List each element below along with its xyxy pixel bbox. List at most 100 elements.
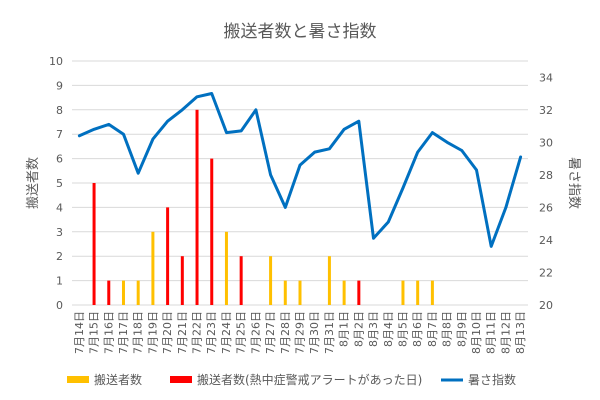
line-point	[490, 245, 493, 248]
left-tick-label: 0	[56, 299, 63, 312]
x-tick-label: 8月1日	[338, 311, 351, 347]
line-point	[225, 131, 228, 134]
x-tick-label: 8月6日	[411, 311, 424, 347]
bar	[195, 109, 199, 305]
x-tick-label: 8月5日	[396, 311, 409, 347]
x-tick-label: 7月31日	[323, 311, 336, 354]
x-tick-label: 7月19日	[146, 311, 159, 354]
line-point	[284, 206, 287, 209]
bar	[298, 280, 302, 305]
x-tick-label: 7月28日	[279, 311, 292, 354]
x-tick-label: 8月2日	[352, 311, 365, 347]
x-tick-label: 7月26日	[249, 311, 262, 354]
chart-title: 搬送者数と暑さ指数	[224, 22, 377, 42]
x-tick-label: 8月9日	[455, 311, 468, 347]
right-axis-ticks: 20 22 24 26 28 30 32 34	[539, 71, 553, 312]
left-axis-ticks: 0 1 2 3 4 5 6 7 8 9 10	[49, 55, 63, 312]
line-point	[195, 95, 199, 98]
line-point	[239, 129, 243, 133]
line-point	[151, 137, 155, 141]
bar	[283, 280, 287, 305]
bar	[136, 280, 140, 305]
x-tick-label: 8月3日	[367, 311, 380, 347]
right-tick-label: 20	[539, 299, 553, 312]
x-tick-label: 8月13日	[514, 311, 527, 354]
legend-label: 暑さ指数	[468, 372, 516, 387]
line-point	[519, 155, 522, 159]
line-point	[122, 133, 125, 136]
line-series	[77, 92, 523, 248]
bar	[224, 231, 228, 305]
x-tick-label: 8月8日	[441, 311, 454, 347]
line-path	[77, 92, 523, 248]
line-point	[460, 149, 464, 152]
line-point	[357, 119, 361, 123]
line-point	[78, 134, 81, 138]
x-tick-label: 8月4日	[382, 311, 395, 347]
left-tick-label: 7	[56, 128, 63, 141]
x-tick-label: 7月30日	[308, 311, 321, 354]
bar	[416, 280, 420, 305]
bars	[92, 109, 434, 305]
left-tick-label: 6	[56, 153, 63, 166]
bar	[269, 256, 273, 305]
line-point	[475, 168, 478, 172]
line-point	[136, 172, 140, 175]
right-tick-label: 30	[539, 136, 553, 149]
right-tick-label: 24	[539, 234, 553, 247]
line-point	[92, 128, 96, 131]
x-tick-label: 7月24日	[220, 311, 233, 354]
line-point	[328, 147, 331, 151]
left-tick-label: 4	[56, 201, 63, 214]
left-tick-label: 5	[56, 177, 63, 190]
line-point	[210, 92, 213, 95]
line-point	[107, 123, 110, 126]
bar	[401, 280, 405, 305]
line-point	[298, 163, 302, 167]
x-axis-ticks: 7月14日 7月15日 7月16日 7月17日 7月18日 7月19日 7月20日 7月21日…	[73, 311, 527, 354]
line-point	[387, 220, 390, 224]
bar	[92, 183, 96, 305]
line-point	[445, 141, 449, 144]
right-tick-label: 22	[539, 266, 553, 279]
bar	[210, 158, 214, 305]
left-tick-label: 3	[56, 226, 63, 239]
x-tick-label: 7月29日	[294, 311, 307, 354]
x-tick-label: 7月27日	[264, 311, 277, 354]
x-tick-label: 7月21日	[176, 311, 189, 354]
bar	[180, 256, 184, 305]
legend-swatch	[170, 376, 192, 383]
bar	[239, 256, 243, 305]
right-tick-label: 26	[539, 201, 553, 214]
line-point	[181, 108, 184, 112]
bar	[107, 280, 111, 305]
bar	[342, 280, 346, 305]
x-tick-label: 7月23日	[205, 311, 218, 354]
x-tick-label: 7月16日	[102, 311, 115, 354]
x-tick-label: 8月12日	[499, 311, 512, 354]
x-tick-label: 7月14日	[73, 311, 86, 354]
x-tick-label: 8月11日	[485, 311, 498, 354]
gridlines	[72, 60, 528, 306]
legend: 搬送者数 搬送者数(熱中症警戒アラートがあった日) 暑さ指数	[67, 372, 516, 387]
line-point	[269, 173, 272, 177]
right-axis-label: 暑さ指数	[566, 157, 581, 209]
bar	[121, 280, 125, 305]
left-axis-label: 搬送者数	[26, 157, 41, 209]
legend-label: 搬送者数	[94, 372, 142, 387]
left-tick-label: 1	[56, 275, 63, 288]
right-tick-label: 34	[539, 71, 553, 84]
left-tick-label: 9	[56, 79, 63, 92]
bar	[327, 256, 331, 305]
line-point	[431, 131, 434, 134]
left-tick-label: 2	[56, 250, 63, 263]
x-tick-label: 8月10日	[470, 311, 483, 354]
legend-label: 搬送者数(熱中症警戒アラートがあった日)	[197, 372, 422, 387]
left-tick-label: 8	[56, 104, 63, 117]
x-tick-label: 8月7日	[426, 311, 439, 347]
right-tick-label: 28	[539, 169, 553, 182]
legend-swatch	[67, 376, 89, 383]
bar	[357, 280, 361, 305]
left-tick-label: 10	[49, 55, 63, 68]
